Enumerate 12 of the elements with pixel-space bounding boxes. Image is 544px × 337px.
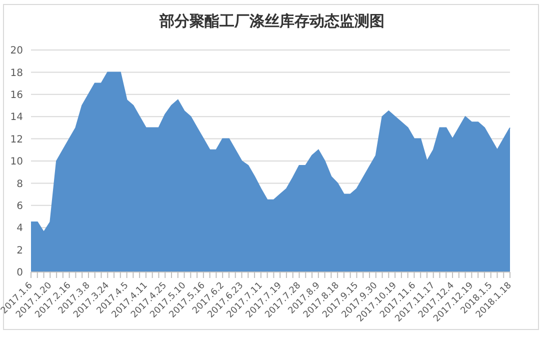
y-tick-label: 18: [10, 68, 23, 79]
y-tick-label: 16: [10, 90, 23, 101]
y-tick-label: 14: [10, 112, 23, 124]
y-tick-label: 2: [16, 245, 23, 256]
y-tick-label: 8: [16, 178, 23, 190]
chart-title: 部分聚酯工厂涤丝库存动态监测图: [158, 12, 386, 31]
y-tick-label: 10: [10, 156, 23, 168]
y-tick-label: 12: [10, 134, 23, 146]
y-tick-label: 0: [16, 268, 23, 279]
y-tick-label: 4: [16, 223, 23, 234]
y-tick-label: 20: [10, 46, 23, 57]
y-tick-label: 6: [16, 200, 23, 212]
